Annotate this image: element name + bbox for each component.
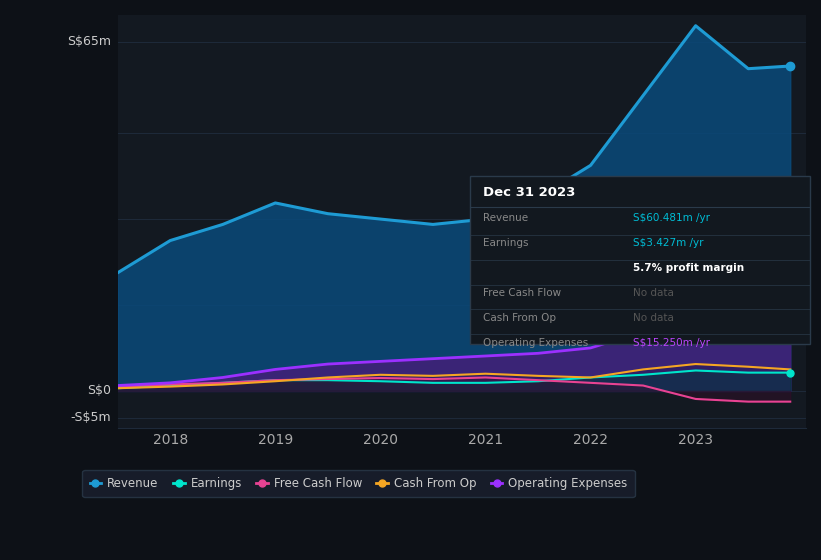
Text: Dec 31 2023: Dec 31 2023 [484,186,576,199]
Text: 5.7% profit margin: 5.7% profit margin [633,263,745,273]
Text: Cash From Op: Cash From Op [484,313,557,323]
Text: S$3.427m /yr: S$3.427m /yr [633,238,704,248]
Text: No data: No data [633,288,674,298]
Text: Operating Expenses: Operating Expenses [484,338,589,348]
Text: Earnings: Earnings [484,238,529,248]
Text: No data: No data [633,313,674,323]
Text: S$0: S$0 [87,384,111,398]
Text: S$15.250m /yr: S$15.250m /yr [633,338,710,348]
FancyBboxPatch shape [470,176,810,344]
Text: S$65m: S$65m [67,35,111,48]
Text: Free Cash Flow: Free Cash Flow [484,288,562,298]
Text: -S$5m: -S$5m [70,411,111,424]
Legend: Revenue, Earnings, Free Cash Flow, Cash From Op, Operating Expenses: Revenue, Earnings, Free Cash Flow, Cash … [82,470,635,497]
Text: S$60.481m /yr: S$60.481m /yr [633,213,710,223]
Text: Revenue: Revenue [484,213,529,223]
